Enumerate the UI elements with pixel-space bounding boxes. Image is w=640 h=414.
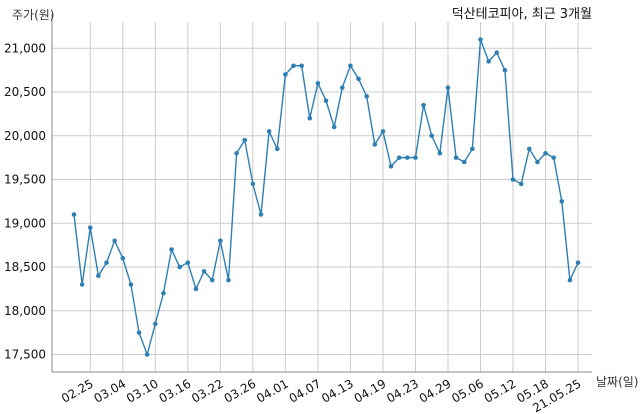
x-tick-label: 03.26 [222,376,259,405]
x-tick-label: 02.25 [59,376,96,405]
data-point [274,146,280,152]
x-tick-label: 03.16 [157,376,194,405]
x-axis-label: 날짜(일) [596,375,638,389]
data-point [242,137,248,143]
x-tick-label: 03.22 [189,376,226,405]
y-tick-label: 19,500 [4,173,46,187]
data-point [356,76,361,82]
y-axis-label: 주가(원) [12,8,54,22]
data-point [453,155,459,160]
data-point [144,352,150,357]
data-point [388,164,394,169]
data-point [201,269,207,274]
x-tick-label: 04.29 [417,376,454,405]
grid [52,22,592,372]
x-tick-label: 04.23 [384,376,421,405]
data-point [185,260,191,265]
data-point [421,102,426,108]
data-point [128,282,134,287]
data-point [494,50,500,55]
x-tick-label: 04.01 [254,376,291,405]
data-point [169,247,174,252]
data-point [518,181,524,187]
data-point [323,98,329,104]
data-point [535,159,540,165]
data-point [96,273,101,279]
axes [51,14,592,373]
data-point [445,85,451,90]
y-tick-label: 18,500 [4,260,46,274]
data-point [364,94,369,99]
data-point [291,63,296,69]
x-tick-label: 03.10 [124,376,161,405]
data-point [218,238,223,244]
data-point [226,277,231,283]
data-point [283,72,288,77]
data-point [429,133,435,139]
data-point [161,290,166,296]
y-tick-label: 19,000 [4,216,46,230]
data-point [575,260,581,265]
data-point [104,260,109,265]
data-point [478,37,483,42]
data-point [177,264,182,270]
data-point [396,155,402,160]
data-point [71,212,77,217]
price-series [71,37,581,357]
data-point [405,155,410,160]
data-point [567,277,573,283]
y-tick-label: 18,000 [4,304,46,318]
data-point [209,277,215,283]
data-point [153,321,158,327]
y-tick-label: 21,000 [4,41,46,55]
x-tick-label: 03.04 [92,376,129,405]
data-point [510,177,516,182]
data-point [136,330,142,335]
data-point [331,124,337,130]
data-point [413,155,418,160]
data-point [437,150,443,156]
y-tick-label: 20,000 [4,129,46,143]
y-tick-label: 17,500 [4,348,46,362]
data-point [470,146,475,152]
chart-title: 덕산테코피아, 최근 3개월 [452,7,592,22]
price-line [73,39,579,357]
data-point [380,129,386,134]
data-point [234,150,239,156]
data-point [112,238,117,244]
data-point [299,63,304,69]
x-tick-label: 05.06 [449,376,486,405]
data-point [551,155,556,160]
x-tick-label: 04.19 [352,376,389,405]
x-tick-label: 05.12 [482,376,519,405]
data-point [372,142,378,147]
data-point [79,282,85,287]
data-point [461,159,467,165]
data-point [258,212,264,217]
data-point [526,146,532,152]
data-point [543,150,548,156]
y-tick-label: 20,500 [4,85,46,99]
data-point [339,85,345,90]
data-point [250,181,256,187]
data-point [120,255,126,261]
data-point [486,59,491,64]
data-point [266,129,272,134]
x-tick-label: 04.07 [287,376,324,405]
data-point [559,199,565,204]
data-point [87,225,93,230]
data-point [307,115,313,121]
x-tick-label: 04.13 [319,376,356,405]
data-point [315,80,321,86]
data-point [502,67,508,73]
data-point [348,63,353,69]
data-point [193,286,199,292]
